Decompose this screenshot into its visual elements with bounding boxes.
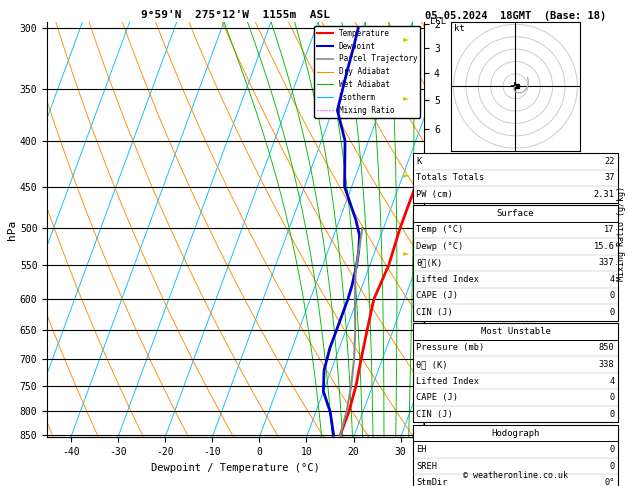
Text: LCL: LCL: [430, 17, 446, 26]
Text: EH: EH: [416, 445, 427, 454]
Text: CIN (J): CIN (J): [416, 410, 453, 418]
Text: CAPE (J): CAPE (J): [416, 292, 459, 300]
Text: 37: 37: [604, 174, 615, 182]
Text: Lifted Index: Lifted Index: [416, 377, 479, 385]
Text: 0: 0: [610, 292, 615, 300]
Text: 0°: 0°: [604, 478, 615, 486]
Text: K: K: [416, 157, 421, 166]
Text: 17: 17: [604, 226, 615, 234]
Text: Hodograph: Hodograph: [491, 429, 540, 437]
Text: 4: 4: [610, 377, 615, 385]
Text: 338: 338: [599, 360, 615, 369]
Text: 0: 0: [610, 462, 615, 470]
Text: 15.6: 15.6: [594, 242, 615, 251]
Text: θᴇ (K): θᴇ (K): [416, 360, 448, 369]
X-axis label: Dewpoint / Temperature (°C): Dewpoint / Temperature (°C): [152, 463, 320, 473]
Text: 05.05.2024  18GMT  (Base: 18): 05.05.2024 18GMT (Base: 18): [425, 11, 606, 21]
Text: 22: 22: [604, 157, 615, 166]
Legend: Temperature, Dewpoint, Parcel Trajectory, Dry Adiabat, Wet Adiabat, Isotherm, Mi: Temperature, Dewpoint, Parcel Trajectory…: [314, 26, 420, 118]
Text: CAPE (J): CAPE (J): [416, 393, 459, 402]
Text: 0: 0: [610, 410, 615, 418]
Text: kt: kt: [454, 24, 464, 34]
Text: Pressure (mb): Pressure (mb): [416, 344, 485, 352]
Text: ►: ►: [403, 171, 409, 179]
Text: 2.31: 2.31: [594, 190, 615, 199]
Text: ►: ►: [403, 248, 409, 257]
Text: θᴇ(K): θᴇ(K): [416, 259, 443, 267]
Text: Totals Totals: Totals Totals: [416, 174, 485, 182]
Text: Mixing Ratio (g/kg): Mixing Ratio (g/kg): [617, 186, 626, 281]
Text: © weatheronline.co.uk: © weatheronline.co.uk: [463, 471, 568, 480]
Text: 337: 337: [599, 259, 615, 267]
Text: Lifted Index: Lifted Index: [416, 275, 479, 284]
Text: 0: 0: [610, 445, 615, 454]
Text: PW (cm): PW (cm): [416, 190, 453, 199]
Text: SREH: SREH: [416, 462, 437, 470]
Text: Dewp (°C): Dewp (°C): [416, 242, 464, 251]
Text: Temp (°C): Temp (°C): [416, 226, 464, 234]
Text: Most Unstable: Most Unstable: [481, 327, 550, 336]
Y-axis label: km
ASL: km ASL: [450, 219, 468, 241]
Text: Surface: Surface: [497, 209, 534, 218]
Text: StmDir: StmDir: [416, 478, 448, 486]
Text: 0: 0: [610, 308, 615, 317]
Y-axis label: hPa: hPa: [7, 220, 17, 240]
Text: CIN (J): CIN (J): [416, 308, 453, 317]
Text: 850: 850: [599, 344, 615, 352]
Text: 4: 4: [610, 275, 615, 284]
Text: 0: 0: [610, 393, 615, 402]
Text: ►: ►: [403, 93, 409, 102]
Text: ►: ►: [403, 35, 409, 43]
Title: 9°59'N  275°12'W  1155m  ASL: 9°59'N 275°12'W 1155m ASL: [141, 10, 330, 20]
